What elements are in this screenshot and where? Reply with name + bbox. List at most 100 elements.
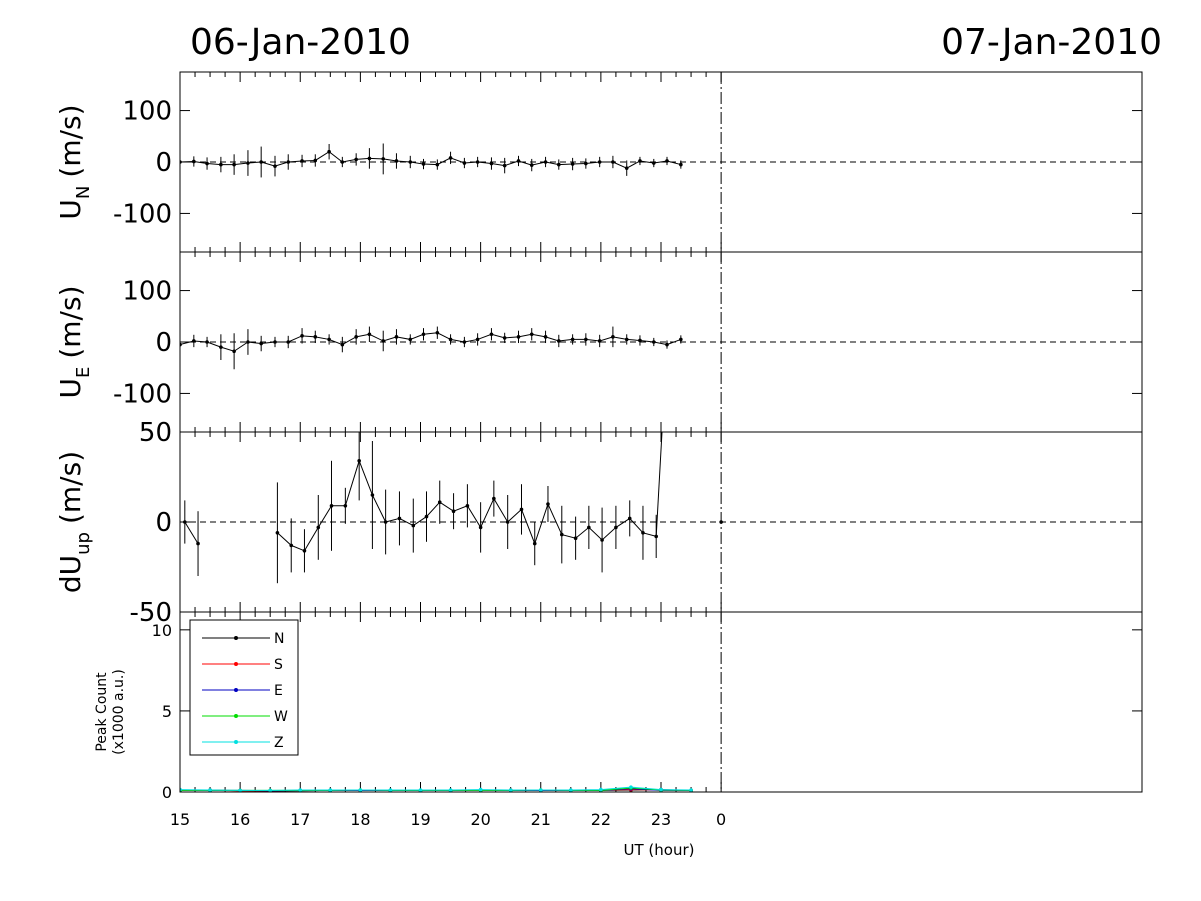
date-left: 06-Jan-2010 <box>190 22 411 63</box>
series-line <box>184 521 199 544</box>
legend-label: Z <box>274 735 284 751</box>
data-point <box>569 788 573 792</box>
data-point <box>289 543 294 548</box>
x-axis-label: UT (hour) <box>624 841 695 859</box>
series-line <box>277 432 663 552</box>
y-axis-label: dUup (m/s) <box>54 451 94 593</box>
data-point <box>597 339 602 343</box>
data-point <box>492 496 496 501</box>
data-point <box>302 549 307 553</box>
data-point <box>328 788 333 792</box>
legend-box <box>189 619 299 756</box>
series-line <box>180 332 682 352</box>
data-point <box>573 536 578 540</box>
legend-marker <box>234 688 238 692</box>
data-point <box>300 159 304 163</box>
data-point <box>268 788 272 792</box>
data-point <box>665 159 669 163</box>
data-point <box>600 538 604 542</box>
data-point <box>205 161 209 166</box>
y-tick-label: 0 <box>155 508 172 538</box>
legend-label: S <box>274 657 283 673</box>
data-point <box>381 339 386 343</box>
data-point <box>556 162 561 167</box>
data-point <box>654 534 658 539</box>
data-point <box>408 337 413 342</box>
data-point <box>448 156 453 160</box>
data-point <box>383 520 388 524</box>
data-point <box>570 337 575 342</box>
data-point <box>316 525 321 530</box>
data-point <box>516 159 521 163</box>
data-point <box>475 337 480 342</box>
data-point <box>329 504 334 508</box>
y-tick-label: -100 <box>113 199 172 229</box>
data-point <box>556 339 561 343</box>
data-point <box>448 337 453 342</box>
data-point <box>508 788 513 792</box>
y-axis-label: Peak Count <box>94 672 110 752</box>
x-tick-label: 17 <box>290 810 310 829</box>
series-group <box>180 785 693 792</box>
data-point <box>286 340 291 344</box>
x-tick-label: 15 <box>170 810 190 829</box>
data-point <box>651 161 656 165</box>
y-axis-label: UE (m/s) <box>54 285 94 398</box>
data-point <box>641 531 645 535</box>
data-point <box>273 164 277 168</box>
legend-label: W <box>274 709 288 725</box>
data-point <box>465 504 470 508</box>
data-point <box>219 162 223 167</box>
data-point <box>370 493 375 497</box>
date-right: 07-Jan-2010 <box>941 22 1162 63</box>
x-tick-label: 21 <box>531 810 551 829</box>
data-point <box>397 516 402 521</box>
data-point <box>232 349 236 354</box>
data-point <box>259 160 263 164</box>
data-point <box>300 334 304 338</box>
data-point <box>435 162 440 167</box>
legend-marker <box>234 714 238 718</box>
panel: -50 0 50 dUup (m/s) <box>54 418 1143 628</box>
data-point <box>451 509 456 513</box>
data-point <box>629 785 633 789</box>
data-point <box>538 788 543 792</box>
data-point <box>327 337 331 342</box>
data-point <box>587 525 591 530</box>
y-tick-label: 0 <box>155 328 172 358</box>
data-point <box>529 332 534 337</box>
series-group <box>180 143 683 178</box>
y-label-main: U <box>54 378 87 399</box>
data-point <box>208 788 212 792</box>
data-point <box>354 157 358 162</box>
data-point <box>638 338 642 343</box>
data-point <box>489 161 494 166</box>
data-point <box>421 332 426 337</box>
y-tick-label: 0 <box>162 783 172 802</box>
data-point <box>286 160 291 164</box>
data-point <box>232 162 236 167</box>
data-point <box>273 340 277 344</box>
data-point <box>183 520 187 524</box>
legend-label: N <box>274 631 284 647</box>
data-point <box>611 335 615 339</box>
y-tick-label: 100 <box>122 277 172 307</box>
data-point <box>599 787 603 792</box>
data-point <box>475 160 480 164</box>
data-point <box>246 161 250 165</box>
data-point <box>505 520 510 524</box>
data-point <box>638 159 642 163</box>
data-point <box>516 335 521 339</box>
series-group <box>183 432 723 584</box>
data-point <box>435 330 440 335</box>
data-point <box>357 459 361 463</box>
legend-marker <box>234 636 238 640</box>
data-point <box>367 156 372 161</box>
legend-marker <box>234 740 238 744</box>
series-group <box>180 326 683 370</box>
y-tick-label: 50 <box>139 418 172 448</box>
data-point <box>340 160 345 164</box>
data-point <box>192 159 196 164</box>
y-tick-label: -100 <box>113 379 172 409</box>
data-point <box>462 161 467 165</box>
